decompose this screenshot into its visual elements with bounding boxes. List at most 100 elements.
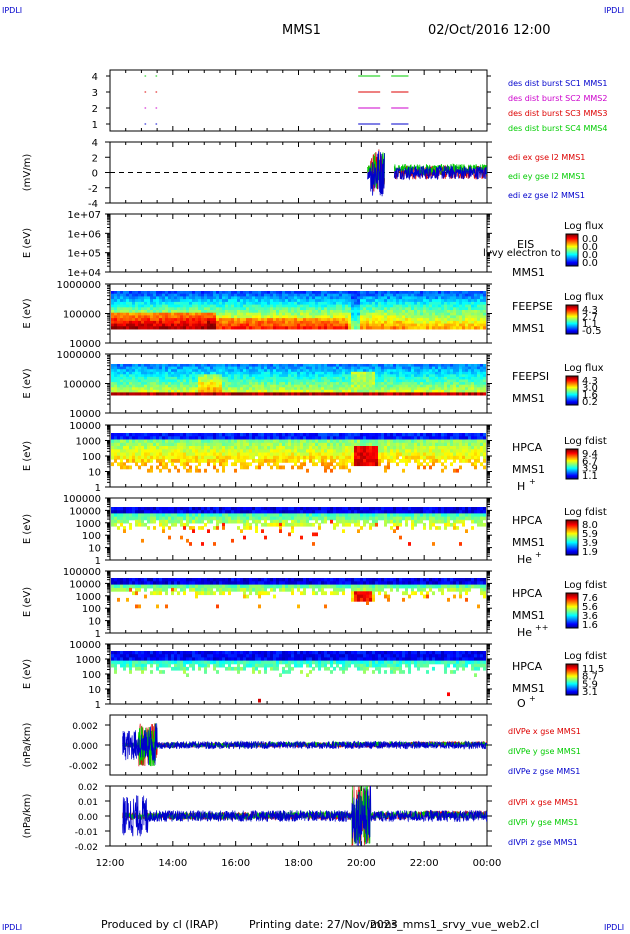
spectrogram-cell xyxy=(159,296,162,300)
spectrogram-cell xyxy=(438,455,441,460)
spectrogram-cell xyxy=(483,320,486,325)
spectrogram-cell xyxy=(237,433,240,437)
spectrogram-cell xyxy=(423,366,426,370)
spectrogram-cell xyxy=(339,315,342,319)
spectrogram-cell xyxy=(147,442,150,447)
spectrogram-cell xyxy=(273,382,276,386)
spectrogram-cell xyxy=(339,291,342,295)
spectrogram-cell xyxy=(408,307,411,311)
spectrogram-cell xyxy=(132,369,135,373)
spectrogram-cell xyxy=(117,446,120,450)
spectrogram-cell xyxy=(450,389,453,393)
spectrogram-cell xyxy=(189,296,192,300)
spectrogram-cell xyxy=(294,318,297,322)
spectrogram-cell xyxy=(282,323,285,327)
spectrogram-cell xyxy=(255,459,258,463)
spectrogram-cell xyxy=(429,364,432,368)
spectrogram-cell xyxy=(153,452,156,457)
spectrogram-cell xyxy=(291,299,294,303)
spectrogram-cell xyxy=(384,442,387,447)
spectrogram-cell xyxy=(234,379,237,383)
spectrogram-cell xyxy=(249,389,252,393)
spectrogram-cell xyxy=(198,384,201,388)
spectrogram-cell xyxy=(354,433,357,437)
spectrogram-cell xyxy=(408,374,411,378)
spectrogram-cell xyxy=(387,315,390,319)
spectrogram-cell xyxy=(168,433,171,437)
spectrogram-cell xyxy=(222,433,225,437)
spectrogram-cell xyxy=(246,299,249,303)
spectrogram-cell xyxy=(273,326,276,330)
spectrogram-cell xyxy=(210,387,213,391)
spectrogram-cell xyxy=(270,376,273,380)
spectrogram-cell xyxy=(177,318,180,322)
spectrogram-cell xyxy=(321,304,324,308)
spectrogram-cell xyxy=(267,301,270,306)
spectrogram-cell xyxy=(303,304,306,308)
spectrogram-cell xyxy=(276,371,279,375)
spectrogram-cell xyxy=(297,304,300,308)
spectrogram-cell xyxy=(390,366,393,370)
spectrogram-cell xyxy=(192,369,195,373)
spectrogram-cell xyxy=(459,323,462,327)
spectrogram-cell xyxy=(147,293,150,297)
spectrogram-cell xyxy=(453,293,456,297)
spectrogram-cell xyxy=(312,387,315,391)
spectrogram-cell xyxy=(153,379,156,383)
spectrogram-cell xyxy=(120,384,123,388)
spectrogram-cell xyxy=(246,455,249,460)
spectrogram-cell xyxy=(177,371,180,375)
spectrogram-cell xyxy=(210,291,213,295)
spectrogram-cell xyxy=(135,371,138,375)
spectrogram-cell xyxy=(444,310,447,314)
spectrogram-cell xyxy=(282,459,285,463)
spectrogram-cell xyxy=(237,291,240,295)
spectrogram-cell xyxy=(366,312,369,316)
spectrogram-cell xyxy=(309,307,312,311)
spectrogram-cell xyxy=(336,304,339,308)
spectrogram-cell xyxy=(354,312,357,316)
spectrogram-cell xyxy=(240,307,243,311)
spectrogram-cell xyxy=(297,455,300,460)
spectrogram-cell xyxy=(378,433,381,437)
spectrogram-cell xyxy=(330,389,333,393)
spectrogram-cell xyxy=(369,364,372,368)
spectrogram-cell xyxy=(429,296,432,300)
colorbar-cell xyxy=(566,309,578,311)
spectrogram-cell xyxy=(468,369,471,373)
spectrogram-cell xyxy=(150,312,153,316)
spectrogram-cell xyxy=(354,449,357,454)
spectrogram-cell xyxy=(213,433,216,437)
spectrogram-cell xyxy=(258,312,261,316)
spectrogram-cell xyxy=(375,384,378,388)
spectrogram-cell xyxy=(246,465,249,470)
spectrogram-cell xyxy=(120,369,123,373)
spectrogram-cell xyxy=(183,439,186,444)
spectrogram-cell xyxy=(225,301,228,306)
spectrogram-cell xyxy=(396,364,399,368)
spectrogram-cell xyxy=(447,436,450,441)
spectrogram-cell xyxy=(372,446,375,450)
spectrogram-cell xyxy=(474,389,477,393)
spectrogram-cell xyxy=(120,296,123,300)
spectrogram-cell xyxy=(195,392,198,396)
spectrogram-cell xyxy=(324,364,327,368)
spectrogram-cell xyxy=(348,304,351,308)
spectrogram-cell xyxy=(408,310,411,314)
spectrogram-cell xyxy=(138,376,141,380)
spectrogram-cell xyxy=(378,299,381,303)
spectrogram-cell xyxy=(405,459,408,463)
spectrogram-cell xyxy=(339,465,342,470)
y-tick-label: 4 xyxy=(92,72,98,83)
spectrogram-cell xyxy=(267,312,270,316)
spectrogram-cell xyxy=(399,389,402,393)
spectrogram-cell xyxy=(465,376,468,380)
spectrogram-cell xyxy=(114,455,117,460)
spectrogram-cell xyxy=(429,379,432,383)
spectrogram-cell xyxy=(423,301,426,306)
spectrogram-cell xyxy=(330,310,333,314)
spectrogram-cell xyxy=(174,371,177,375)
spectrogram-cell xyxy=(441,387,444,391)
spectrogram-cell xyxy=(363,291,366,295)
